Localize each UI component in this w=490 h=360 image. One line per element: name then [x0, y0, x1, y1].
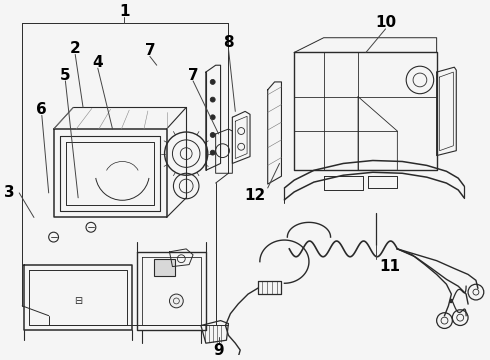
Circle shape [210, 150, 215, 155]
Text: 11: 11 [379, 259, 400, 274]
Text: 7: 7 [188, 68, 198, 82]
Text: 4: 4 [93, 55, 103, 70]
Text: 7: 7 [145, 43, 155, 58]
Circle shape [170, 294, 183, 308]
Circle shape [210, 132, 215, 138]
Circle shape [210, 80, 215, 84]
Text: 6: 6 [36, 102, 47, 117]
Circle shape [210, 97, 215, 102]
Text: 2: 2 [70, 41, 80, 56]
Text: 9: 9 [213, 343, 224, 357]
Text: ⊟: ⊟ [74, 296, 82, 306]
Text: 10: 10 [375, 15, 396, 31]
Text: 8: 8 [223, 35, 234, 50]
Text: 3: 3 [4, 185, 15, 201]
Bar [154, 259, 175, 276]
Circle shape [210, 115, 215, 120]
Text: 12: 12 [245, 188, 266, 203]
Text: 5: 5 [60, 68, 71, 82]
Text: 1: 1 [119, 4, 129, 19]
